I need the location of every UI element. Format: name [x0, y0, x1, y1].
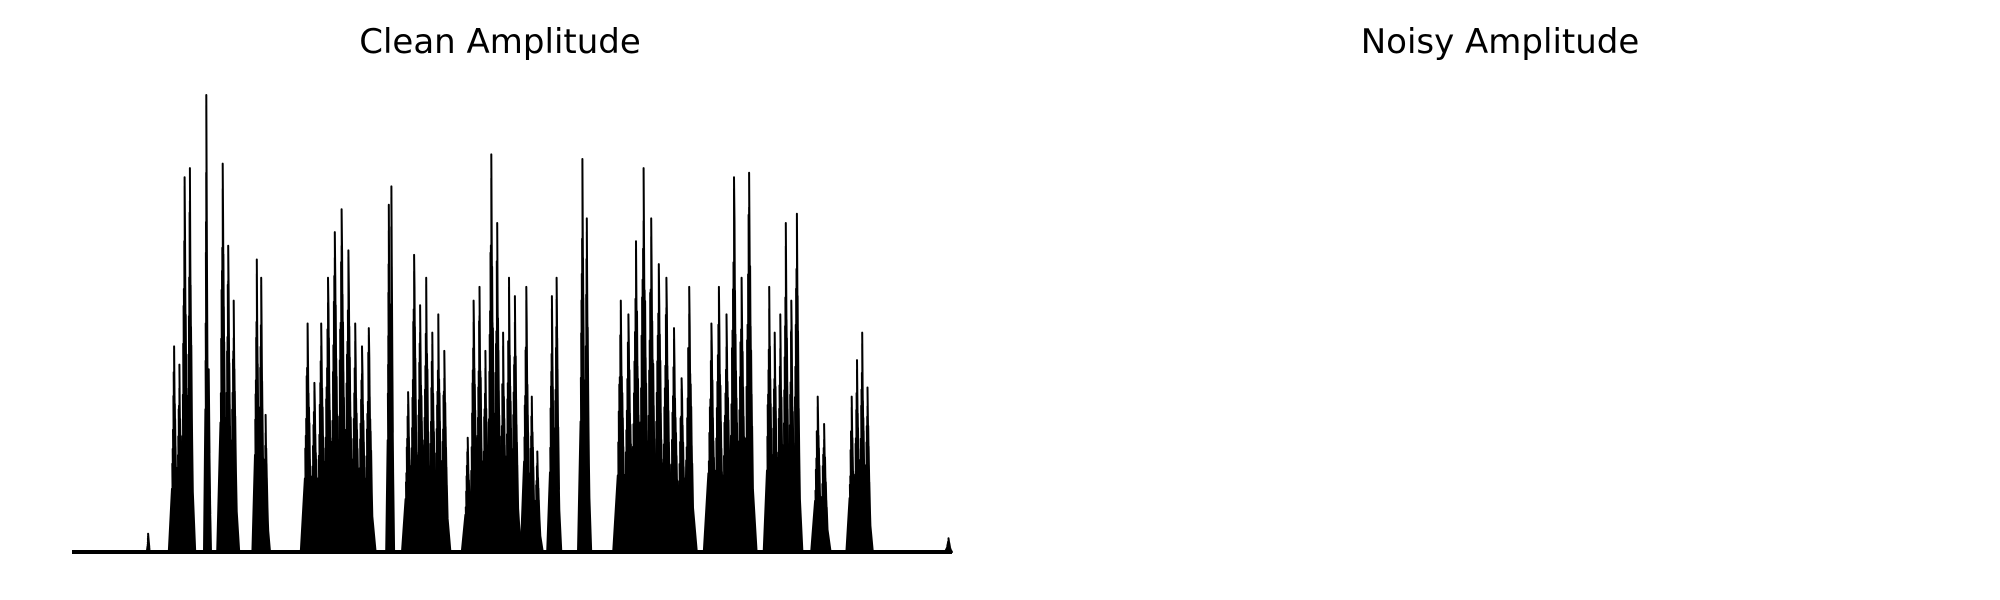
amplitude-burst-8 — [462, 154, 521, 552]
amplitude-burst-17 — [945, 538, 952, 552]
amplitude-burst-5 — [301, 209, 376, 552]
amplitude-burst-0 — [147, 534, 150, 552]
noisy-amplitude-plot — [1000, 0, 2000, 600]
clean-amplitude-plot — [0, 0, 1000, 600]
amplitude-burst-13 — [704, 173, 757, 552]
amplitude-burst-6 — [386, 186, 394, 552]
noisy-amplitude-panel: Noisy Amplitude — [1000, 0, 2000, 600]
amplitude-burst-14 — [764, 214, 803, 552]
amplitude-burst-4 — [252, 260, 270, 553]
amplitude-burst-1 — [169, 168, 195, 552]
amplitude-burst-12 — [613, 168, 697, 552]
amplitude-burst-16 — [846, 333, 872, 552]
amplitude-burst-15 — [811, 397, 830, 552]
amplitude-burst-11 — [578, 159, 591, 552]
clean-amplitude-panel: Clean Amplitude — [0, 0, 1000, 600]
amplitude-burst-9 — [521, 287, 543, 552]
amplitude-burst-7 — [402, 255, 450, 552]
amplitude-burst-2 — [204, 95, 211, 552]
amplitude-burst-3 — [217, 164, 239, 552]
amplitude-burst-10 — [547, 278, 561, 552]
